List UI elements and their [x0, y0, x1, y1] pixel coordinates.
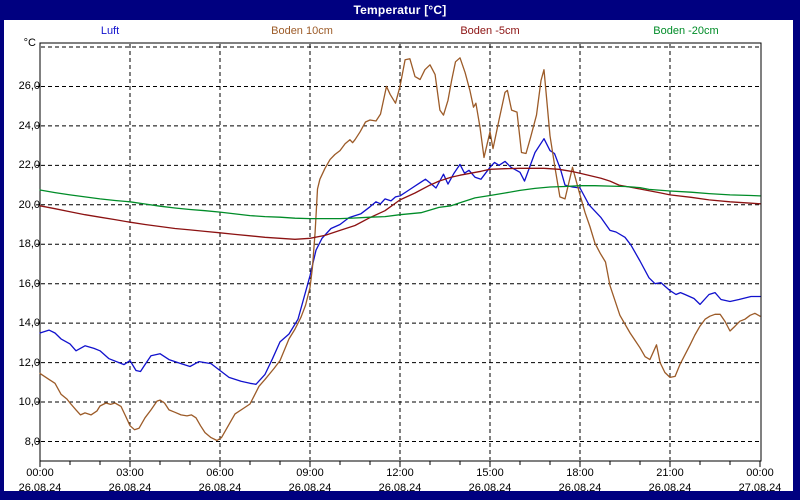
x-tick-time-label: 15:00 [476, 467, 504, 479]
y-tick-label: 10,0 [18, 396, 40, 409]
y-tick-label: 22,0 [18, 159, 40, 172]
x-tick-time-label: 12:00 [386, 467, 414, 479]
y-tick-label: 16,0 [18, 277, 40, 290]
x-tick-time-label: 06:00 [206, 467, 234, 479]
x-tick-time-label: 00:00 [746, 467, 774, 479]
y-tick-label: 18,0 [18, 238, 40, 251]
title-bar: Temperatur [°C] [0, 0, 800, 20]
y-tick-label: 24,0 [18, 119, 40, 132]
series-line-boden-10cm [39, 57, 761, 442]
x-tick-date-label: 26.08.24 [18, 482, 62, 494]
y-tick-label: 14,0 [18, 317, 40, 330]
x-tick-time-label: 00:00 [26, 467, 54, 479]
legend-item-boden-10cm: Boden 10cm [271, 25, 333, 37]
y-tick-label: 8,0 [24, 435, 40, 448]
y-axis-unit-label: °C [23, 37, 36, 49]
series-line-luft [39, 138, 761, 385]
x-tick-time-label: 18:00 [566, 467, 594, 479]
chart-title: Temperatur [°C] [353, 3, 447, 17]
x-tick-date-label: 26.08.24 [288, 482, 332, 494]
series-line-boden-20cm [39, 185, 761, 220]
x-tick-date-label: 26.08.24 [468, 482, 512, 494]
legend-item-luft: Luft [100, 25, 120, 37]
y-tick-label: 26,0 [18, 80, 40, 93]
y-tick-label: 20,0 [18, 198, 40, 211]
x-tick-date-label: 26.08.24 [198, 482, 242, 494]
x-tick-date-label: 26.08.24 [108, 482, 152, 494]
series-line-boden-5cm [39, 167, 761, 240]
x-tick-time-label: 21:00 [656, 467, 684, 479]
x-tick-date-label: 26.08.24 [378, 482, 422, 494]
plot-background: Luft Boden 10cm Boden -5cm Boden -20cm 26,0… [4, 20, 793, 494]
legend-item-boden-5cm: Boden -5cm [460, 25, 520, 37]
plot-border [39, 42, 762, 462]
x-tick-time-label: 03:00 [116, 467, 144, 479]
x-tick-date-label: 27.08.24 [738, 482, 782, 494]
x-tick-time-label: 09:00 [296, 467, 324, 479]
legend-item-boden-20cm: Boden -20cm [653, 25, 719, 37]
x-tick-date-label: 26.08.24 [648, 482, 692, 494]
x-tick-date-label: 26.08.24 [558, 482, 602, 494]
y-tick-label: 12,0 [18, 356, 40, 369]
